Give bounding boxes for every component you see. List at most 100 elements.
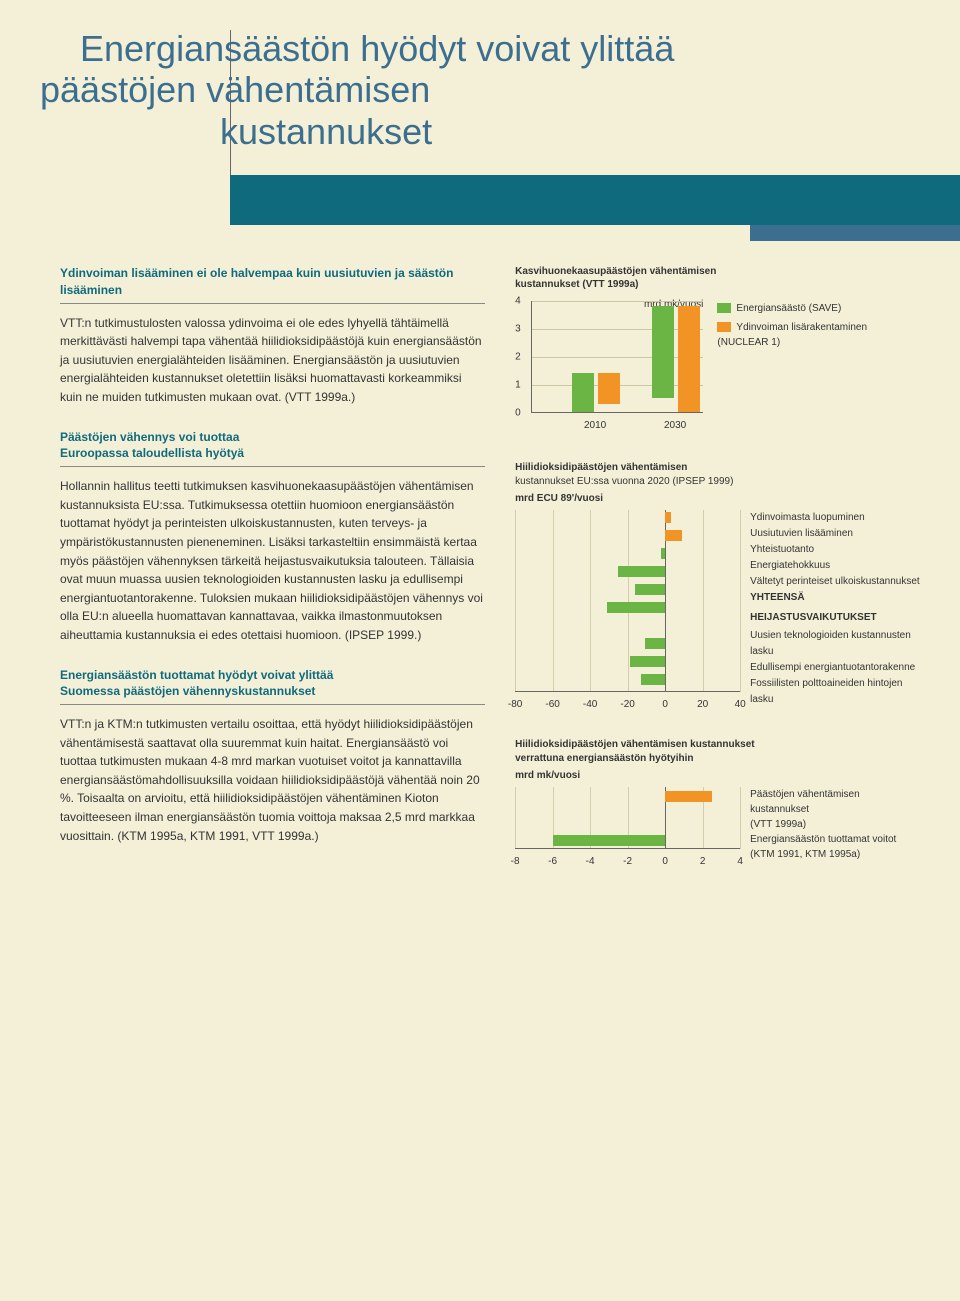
body-paragraph: VTT:n ja KTM:n tutkimusten vertailu osoi…: [60, 715, 485, 845]
bar: [641, 674, 665, 685]
bar-group: [652, 306, 700, 412]
ytick-label: 4: [515, 296, 521, 307]
chart-finland-compare: Hiilidioksidipäästöjen vähentämisen kust…: [515, 738, 920, 867]
chart-subtitle: kustannukset EU:ssa vuonna 2020 (IPSEP 1…: [515, 476, 920, 487]
xtick-label: -2: [623, 856, 632, 867]
gridline: [703, 510, 704, 692]
ytick-label: 0: [515, 408, 521, 419]
section-heading: Päästöjen vähennys voi tuottaa Euroopass…: [60, 429, 485, 463]
heading-text: Euroopassa taloudellista hyötyä: [60, 446, 244, 460]
heading-rule: [60, 303, 485, 304]
gridline: [590, 510, 591, 692]
section-heading: Energiansäästön tuottamat hyödyt voivat …: [60, 667, 485, 701]
legend-item: Edullisempi energiantuotantorakenne: [750, 660, 920, 676]
bar: [553, 835, 666, 846]
legend-item: Vältetyt perinteiset ulkoiskustannukset: [750, 574, 920, 590]
left-column: Ydinvoiman lisääminen ei ole halvempaa k…: [60, 265, 485, 867]
header: Energiansäästön hyödyt voivat ylittää pä…: [0, 0, 960, 245]
xtick-label: 40: [735, 699, 746, 710]
bar: [665, 530, 682, 541]
axis-line: [515, 691, 740, 692]
xtick-label: -40: [583, 699, 597, 710]
chart-title: Kasvihuonekaasupäästöjen vähentämisen ku…: [515, 265, 920, 291]
legend-item: Energiatehokkuus: [750, 558, 920, 574]
heading-text: Suomessa päästöjen vähennyskustannukset: [60, 684, 315, 698]
chart-title-text: Kasvihuonekaasupäästöjen vähentämisen: [515, 266, 716, 277]
xtick-label: 2: [700, 856, 706, 867]
chart-title: Hiilidioksidipäästöjen vähentämisen kust…: [515, 738, 920, 751]
legend-item: Uusien teknologioiden kustannusten lasku: [750, 628, 920, 660]
legend-swatch: [717, 322, 731, 332]
xtick-label: -80: [508, 699, 522, 710]
axis-line: [515, 848, 740, 849]
heading-rule: [60, 704, 485, 705]
accent-bar-small: [750, 225, 960, 241]
xtick-label: 2010: [584, 420, 606, 431]
legend-item: Ydinvoiman lisärakentaminen (NUCLEAR 1): [717, 320, 920, 350]
chart-ghg-costs: Kasvihuonekaasupäästöjen vähentämisen ku…: [515, 265, 920, 431]
xtick-label: 2030: [664, 420, 686, 431]
chart-area: [531, 301, 703, 413]
bar: [630, 656, 666, 667]
heading-text: Energiansäästön tuottamat hyödyt voivat …: [60, 668, 333, 682]
chart-legend: Ydinvoimasta luopuminenUusiutuvien lisää…: [750, 510, 920, 710]
right-column: Kasvihuonekaasupäästöjen vähentämisen ku…: [515, 265, 920, 867]
bar: [652, 306, 674, 398]
gridline: [515, 510, 516, 692]
bar: [661, 548, 665, 559]
gridline: [740, 510, 741, 692]
gridline: [740, 787, 741, 849]
bar: [645, 638, 666, 649]
section-heading: Ydinvoiman lisääminen ei ole halvempaa k…: [60, 265, 485, 299]
legend-item: Energiansäästö (SAVE): [717, 301, 920, 316]
header-accent: [230, 175, 960, 225]
bar: [572, 373, 594, 412]
title-line: kustannukset: [40, 111, 920, 152]
xtick-label: -4: [586, 856, 595, 867]
chart-area: [515, 510, 740, 692]
chart-title-text: kustannukset (VTT 1999a): [515, 279, 638, 290]
accent-bar: [230, 175, 960, 225]
bar: [678, 306, 700, 412]
chart-plot: mrd mk/vuosi 01234 20102030: [515, 301, 703, 431]
chart-plot: -8-6-4-2024: [515, 787, 740, 867]
xtick-label: 0: [662, 699, 668, 710]
legend-item: Yhteistuotanto: [750, 542, 920, 558]
xtick-label: -8: [511, 856, 520, 867]
chart-legend: Energiansäästö (SAVE) Ydinvoiman lisärake…: [717, 301, 920, 431]
body-paragraph: VTT:n tutkimustulosten valossa ydinvoima…: [60, 314, 485, 407]
bar: [598, 373, 620, 404]
ytick-label: 2: [515, 352, 521, 363]
xtick-label: 20: [697, 699, 708, 710]
body-paragraph: Hollannin hallitus teetti tutkimuksen ka…: [60, 477, 485, 644]
chart-eu-costs: Hiilidioksidipäästöjen vähentämisen kust…: [515, 461, 920, 710]
gridline: [553, 510, 554, 692]
chart-xlabels: -8-6-4-2024: [515, 851, 740, 867]
chart-area: [515, 787, 740, 849]
title-line: päästöjen vähentämisen: [40, 69, 920, 110]
xtick-label: -60: [545, 699, 559, 710]
gridline: [532, 301, 703, 302]
chart-xlabels: 2010 2030: [531, 415, 703, 431]
xtick-label: 0: [662, 856, 668, 867]
legend-label: (VTT 1999a): [750, 819, 806, 830]
chart-ylabels: 01234: [515, 301, 527, 413]
legend-item: Ydinvoimasta luopuminen: [750, 510, 920, 526]
bar: [665, 512, 671, 523]
legend-header: HEIJASTUSVAIKUTUKSET: [750, 610, 920, 626]
chart-xlabels: -80-60-40-2002040: [515, 694, 740, 710]
legend-label: Energiansäästö (SAVE): [736, 303, 841, 314]
ytick-label: 3: [515, 324, 521, 335]
chart-unit: mrd mk/vuosi: [515, 770, 920, 781]
legend-label: (KTM 1991, KTM 1995a): [750, 849, 860, 860]
legend-swatch: [717, 303, 731, 313]
xtick-label: -20: [620, 699, 634, 710]
gridline: [628, 510, 629, 692]
title-line: Energiansäästön hyödyt voivat ylittää: [40, 28, 920, 69]
ytick-label: 1: [515, 380, 521, 391]
bar: [618, 566, 665, 577]
legend-item: Fossiilisten polttoaineiden hintojen las…: [750, 676, 920, 708]
page-title: Energiansäästön hyödyt voivat ylittää pä…: [40, 28, 920, 152]
bar: [665, 791, 712, 802]
bar: [635, 584, 665, 595]
